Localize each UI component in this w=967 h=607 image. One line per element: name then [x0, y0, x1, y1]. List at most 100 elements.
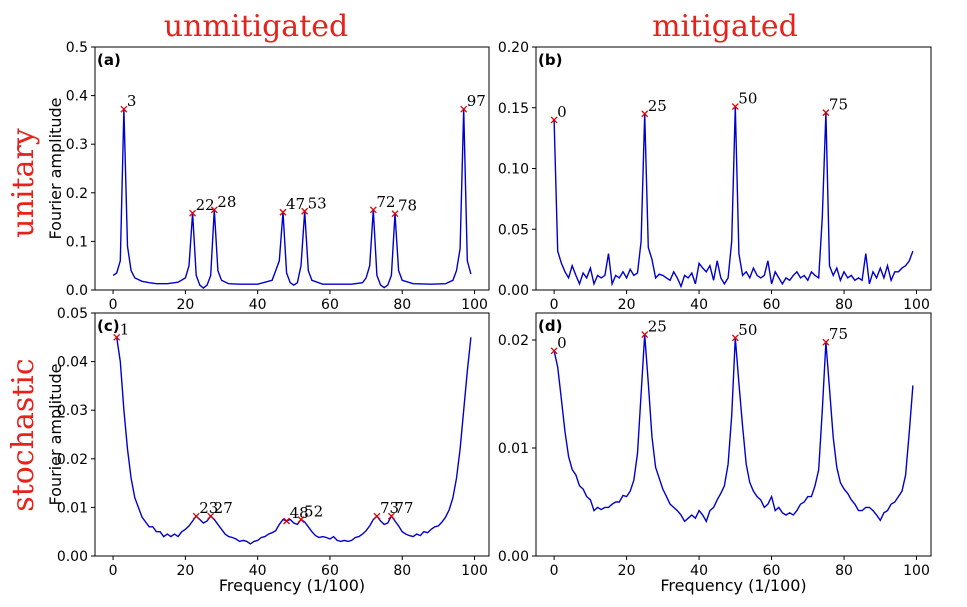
panel-d-peak-label: 75 — [829, 325, 848, 343]
panel-c-peak-label: 77 — [394, 499, 413, 517]
panel-b-x-tick-label: 0 — [550, 297, 559, 313]
panel-d-y-tick-label: 0.01 — [498, 441, 529, 457]
panel-d-tag: (d) — [538, 317, 562, 335]
panel-a-peak-marker — [189, 209, 197, 217]
panel-c-frame — [94, 312, 490, 557]
panel-b-x-tick-label: 100 — [903, 297, 930, 313]
panel-a-peak-label: 78 — [398, 197, 417, 215]
panel-c-x-tick-label: 100 — [461, 563, 488, 579]
panel-a-y-tick-label: 0.3 — [66, 137, 88, 153]
panel-b-peak-label: 25 — [648, 97, 667, 115]
panel-a-x-tick-label: 80 — [393, 297, 411, 313]
panel-d-x-tick-label: 60 — [763, 563, 781, 579]
panel-c-y-tick-label: 0.04 — [57, 355, 88, 371]
column-title-unmitigated: unmitigated — [164, 9, 348, 44]
panel-b-x-tick-label: 60 — [763, 297, 781, 313]
panel-b-x-tick-label: 40 — [690, 297, 708, 313]
panel-c-y-tick-label: 0.03 — [57, 403, 88, 419]
panel-a-frame — [94, 46, 490, 291]
panel-c-y-tick-label: 0.01 — [57, 500, 88, 516]
panel-a-y-axis-label: Fourier amplitude — [46, 98, 65, 240]
panel-d-y-tick-label: 0.02 — [498, 333, 529, 349]
panel-b-tag: (b) — [538, 51, 562, 69]
panel-c-peak-label: 27 — [214, 499, 233, 517]
panel-a-peak-marker — [279, 208, 287, 216]
panel-a-peak-label: 47 — [286, 195, 305, 213]
panel-b-peak-marker — [550, 116, 558, 124]
panel-b: 0 20 40 60 80 100 0.00 0.05 0.10 0.15 0.20 0 25 50 75 (… — [498, 40, 932, 313]
panel-c-peak-marker — [283, 517, 291, 525]
panel-c-peak-marker — [297, 516, 305, 524]
panel-b-peak-label: 75 — [829, 96, 848, 114]
panel-a-peak-marker — [301, 207, 309, 215]
row-title-unitary: unitary — [6, 128, 41, 238]
panel-c-x-axis-label: Frequency (1/100) — [219, 576, 365, 595]
panel-b-peak-label: 50 — [738, 90, 757, 108]
panel-c-peak-marker — [373, 512, 381, 520]
panel-d-x-tick-label: 20 — [618, 563, 636, 579]
panel-b-peak-label: 0 — [557, 103, 567, 121]
panel-a-tag: (a) — [97, 51, 121, 69]
panel-a-x-tick-label: 100 — [461, 297, 488, 313]
panel-c-peak-label: 73 — [380, 499, 399, 517]
panel-d-peak-label: 25 — [648, 318, 667, 336]
panel-a-peak-label: 97 — [467, 92, 486, 110]
panel-d-x-axis-label: Frequency (1/100) — [660, 576, 806, 595]
panel-b-y-tick-label: 0.10 — [498, 162, 529, 178]
panel-b-x-tick-label: 20 — [618, 297, 636, 313]
panel-d-frame — [535, 312, 932, 557]
panel-a-peak-label: 53 — [308, 194, 327, 212]
panel-a-peak-marker — [210, 206, 218, 214]
panel-a: 0 20 40 60 80 100 0.0 0.1 0.2 0.3 0.4 0.5 3 22 28 47 53 7… — [46, 40, 490, 313]
panel-d-y-tick-label: 0.00 — [498, 549, 529, 565]
panel-a-y-tick-label: 0.1 — [66, 234, 88, 250]
panel-c-x-tick-label: 0 — [109, 563, 118, 579]
column-title-mitigated: mitigated — [652, 9, 798, 44]
panel-c-peak-label: 52 — [304, 503, 323, 521]
panel-c-x-tick-label: 40 — [249, 563, 267, 579]
row-title-stochastic: stochastic — [6, 358, 41, 511]
panel-a-peak-marker — [391, 210, 399, 218]
panel-a-peak-label: 22 — [196, 196, 215, 214]
panel-b-y-tick-label: 0.20 — [498, 40, 529, 56]
panel-d-peak-label: 50 — [738, 321, 757, 339]
panel-c-y-tick-label: 0.02 — [57, 452, 88, 468]
panel-a-peak-marker — [369, 206, 377, 214]
panel-d-peak-marker — [731, 334, 739, 342]
panel-b-y-tick-label: 0.15 — [498, 101, 529, 117]
panel-c-series-line — [116, 337, 472, 545]
panel-a-x-tick-label: 20 — [176, 297, 194, 313]
panel-d-x-tick-label: 0 — [550, 563, 559, 579]
panel-b-series-line — [553, 106, 914, 289]
panel-a-peak-marker — [460, 105, 468, 113]
panel-a-series-line — [112, 109, 472, 290]
panel-d-series-line — [553, 334, 914, 524]
panel-c-peak-marker — [192, 512, 200, 520]
panel-c-peak-marker — [387, 512, 395, 520]
panel-b-x-tick-label: 80 — [835, 297, 853, 313]
panel-c-peak-label: 23 — [199, 499, 218, 517]
panel-a-peak-label: 72 — [376, 193, 395, 211]
panel-b-y-tick-label: 0.05 — [498, 222, 529, 238]
panel-c-peak-marker — [207, 512, 215, 520]
panel-a-x-tick-label: 0 — [109, 297, 118, 313]
panel-d-x-tick-label: 80 — [835, 563, 853, 579]
panel-a-peak-label: 28 — [217, 193, 236, 211]
panel-c-peak-label: 1 — [120, 320, 130, 338]
panel-c: 0 20 40 60 80 100 0.00 0.01 0.02 0.03 0.04 0.05 1 232… — [46, 306, 490, 595]
panel-d-peak-marker — [641, 331, 649, 339]
panel-b-y-tick-label: 0.00 — [498, 283, 529, 299]
panel-a-y-tick-label: 0.5 — [66, 40, 88, 56]
panel-a-peak-marker — [120, 105, 128, 113]
panel-d: 0 20 40 60 80 100 0.00 0.01 0.02 0 25 50 75 (d) Freque… — [498, 312, 932, 595]
panel-d-x-tick-label: 100 — [903, 563, 930, 579]
panel-c-y-tick-label: 0.05 — [57, 306, 88, 322]
panel-d-peak-label: 0 — [557, 334, 567, 352]
panel-c-y-axis-label: Fourier amplitude — [46, 364, 65, 506]
panel-a-y-tick-label: 0.0 — [66, 283, 88, 299]
panel-a-x-tick-label: 40 — [249, 297, 267, 313]
panel-a-y-tick-label: 0.4 — [66, 89, 88, 105]
panel-a-peak-label: 3 — [127, 92, 137, 110]
panel-c-x-tick-label: 80 — [393, 563, 411, 579]
